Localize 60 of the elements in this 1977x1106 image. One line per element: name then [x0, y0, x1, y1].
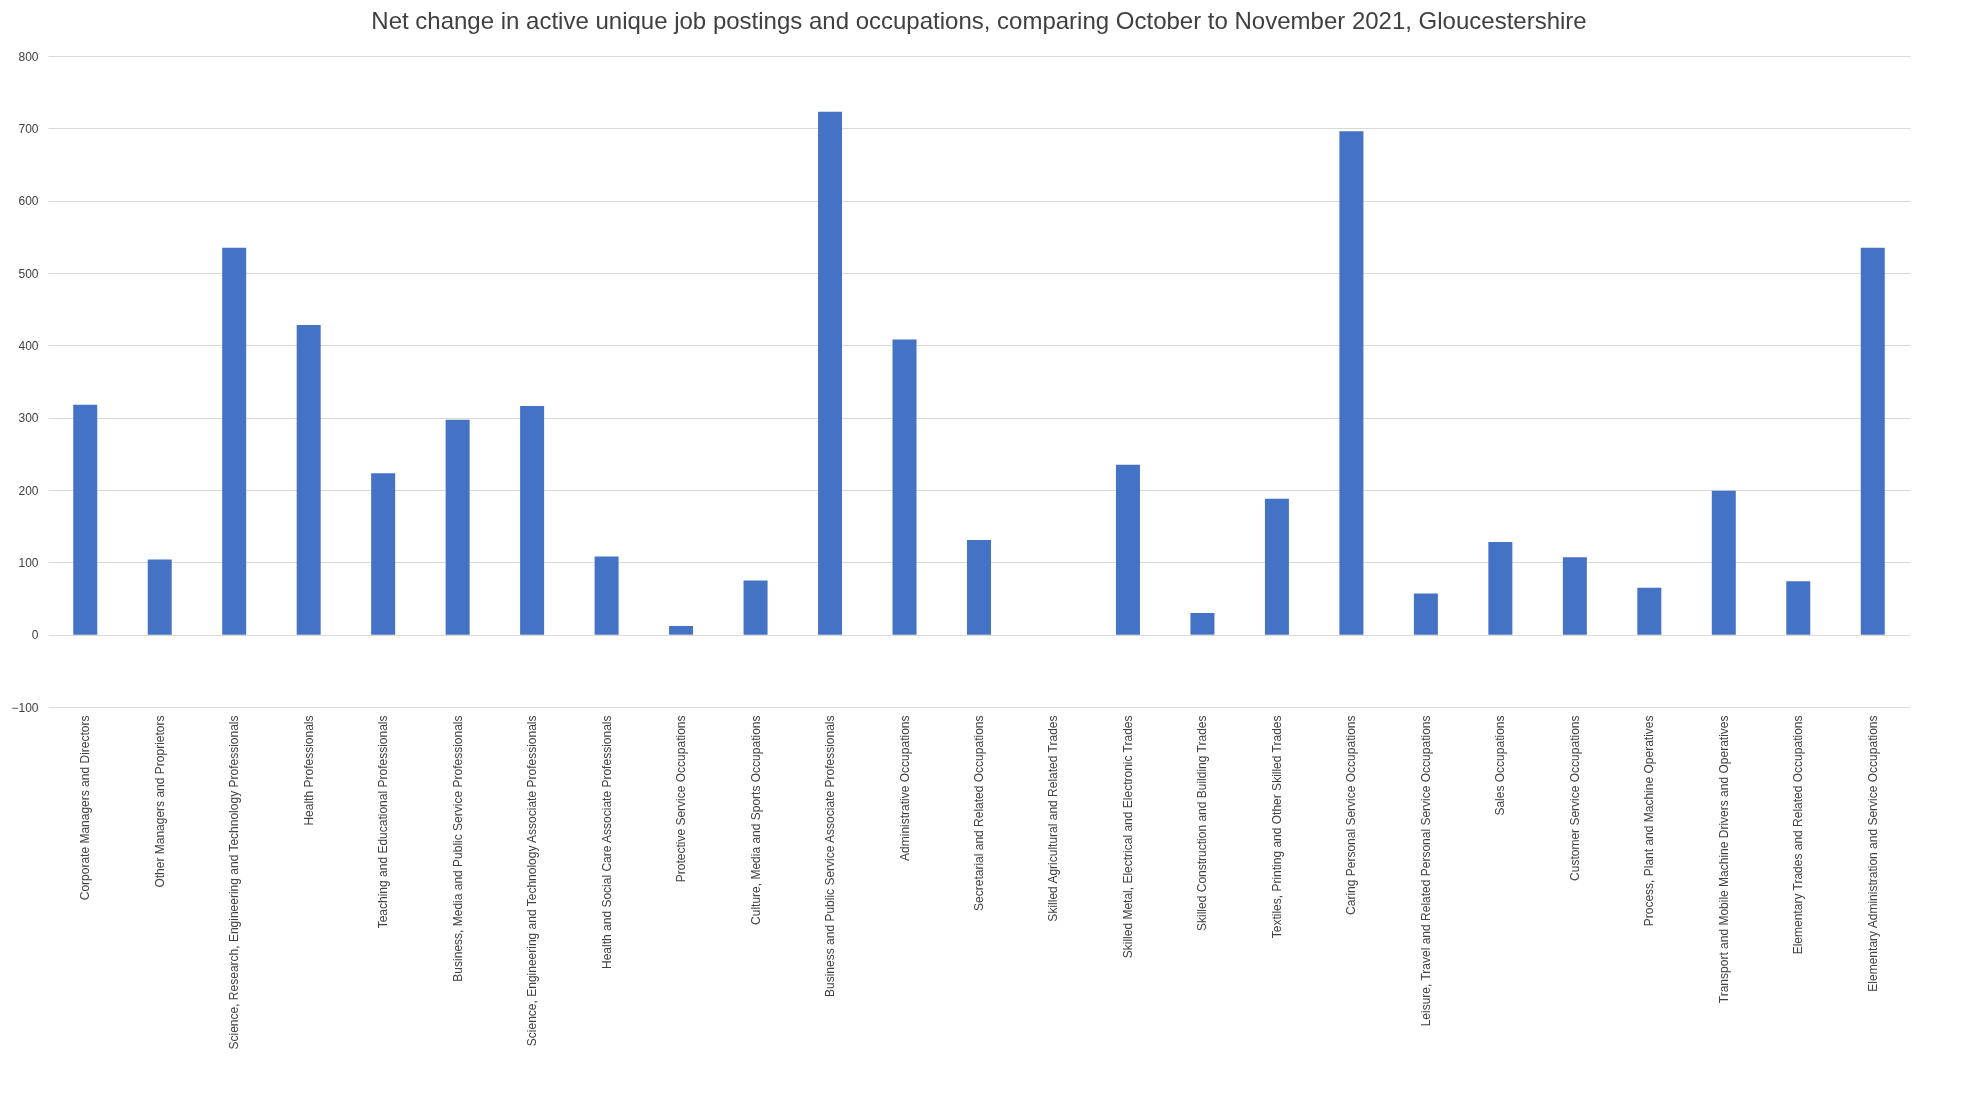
- chart-title: Net change in active unique job postings and occupations, comparing October to November 2021, Gloucestershire: [371, 7, 1587, 34]
- x-tick-label: Textiles, Printing and Other Skilled Trades: [1269, 715, 1284, 939]
- bar: [1488, 542, 1513, 635]
- x-tick-label: Science, Research, Engineering and Technology Professionals: [227, 715, 242, 1050]
- bar: [1562, 557, 1587, 635]
- y-tick-label: 0: [31, 628, 39, 643]
- x-tick-label: Health and Social Care Associate Professionals: [599, 715, 614, 969]
- x-tick-label: Other Managers and Proprietors: [152, 715, 167, 888]
- bar: [818, 111, 843, 635]
- x-tick-label: Science, Engineering and Technology Associate Professionals: [525, 715, 540, 1047]
- x-tick-label: Corporate Managers and Directors: [78, 715, 93, 901]
- bar: [594, 556, 619, 635]
- x-tick-label: Customer Service Occupations: [1567, 715, 1582, 881]
- y-tick-label: 500: [18, 266, 39, 281]
- x-tick-label: Health Professionals: [301, 715, 316, 826]
- bar: [1786, 581, 1811, 635]
- x-tick-label: Skilled Construction and Building Trades: [1195, 715, 1210, 931]
- y-tick-label: 100: [18, 555, 39, 570]
- y-tick-label: −100: [11, 700, 39, 715]
- bar: [222, 247, 247, 635]
- y-tick-label: 300: [18, 411, 39, 426]
- bar: [1115, 464, 1140, 635]
- x-tick-label: Teaching and Educational Professionals: [376, 715, 391, 929]
- x-tick-label: Business, Media and Public Service Professionals: [450, 715, 465, 982]
- x-tick-label: Administrative Occupations: [897, 715, 912, 861]
- bar: [669, 625, 694, 635]
- y-tick-label: 800: [18, 49, 39, 64]
- bar: [1637, 587, 1662, 635]
- bar: [296, 325, 321, 635]
- x-tick-label: Business and Public Service Associate Professionals: [823, 715, 838, 997]
- x-tick-label: Elementary Trades and Related Occupations: [1791, 715, 1806, 955]
- bar: [1860, 247, 1885, 635]
- y-tick-label: 200: [18, 483, 39, 498]
- x-tick-label: Leisure, Travel and Related Personal Service Occupations: [1418, 715, 1433, 1027]
- bar: [1413, 593, 1438, 635]
- y-tick-label: 400: [18, 338, 39, 353]
- y-tick-label: 600: [18, 194, 39, 209]
- bar: [1339, 131, 1364, 635]
- bar: [147, 559, 172, 635]
- bar: [1264, 498, 1289, 635]
- bar: [1190, 612, 1215, 635]
- bar: [967, 539, 991, 635]
- x-tick-label: Culture, Media and Sports Occupations: [748, 715, 763, 925]
- bar: [1711, 490, 1736, 635]
- x-tick-label: Skilled Metal, Electrical and Electronic Trades: [1120, 715, 1135, 959]
- x-tick-label: Process, Plant and Machine Operatives: [1642, 715, 1657, 927]
- bar: [892, 339, 917, 635]
- x-tick-label: Elementary Administration and Service Occupations: [1865, 715, 1880, 992]
- bar: [371, 473, 396, 635]
- x-tick-label: Sales Occupations: [1493, 715, 1508, 816]
- x-tick-label: Protective Service Occupations: [674, 715, 689, 883]
- x-tick-label: Transport and Mobile Machine Drivers and Operatives: [1716, 715, 1731, 1004]
- x-tick-label: Skilled Agricultural and Related Trades: [1046, 715, 1061, 922]
- bar: [520, 406, 545, 635]
- x-tick-label: Caring Personal Service Occupations: [1344, 715, 1359, 915]
- bar: [445, 419, 470, 635]
- bar: [743, 580, 768, 635]
- x-tick-label: Secretarial and Related Occupations: [972, 715, 986, 911]
- y-tick-label: 700: [18, 121, 39, 136]
- bar: [73, 404, 98, 635]
